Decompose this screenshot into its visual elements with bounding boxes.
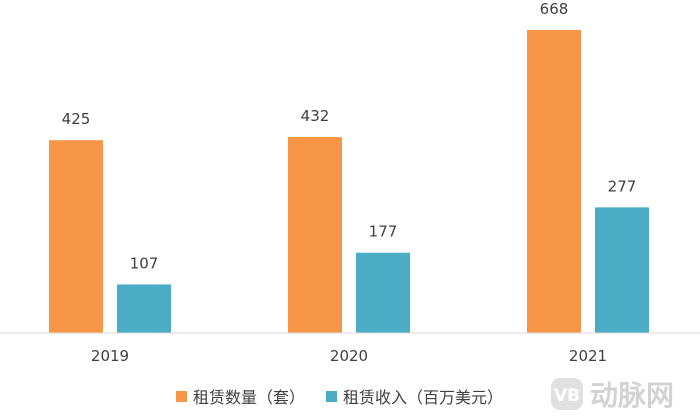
value-label-2021-series-2: 277 — [608, 177, 637, 195]
bar-2019-series-1 — [49, 140, 103, 333]
legend-swatch-series-1 — [176, 391, 187, 402]
vb-logo-icon: VB — [551, 378, 583, 410]
watermark: VB 动脉网 — [551, 378, 674, 412]
value-label-2019-series-1: 425 — [62, 110, 91, 128]
value-label-2021-series-1: 668 — [540, 0, 569, 18]
watermark-text: 动脉网 — [590, 379, 674, 412]
svg-text:VB: VB — [554, 386, 580, 406]
x-tick-labels: 2019 2020 2021 — [91, 347, 607, 365]
bar-2021-series-2 — [595, 207, 649, 333]
value-label-2019-series-2: 107 — [130, 254, 159, 272]
legend: 租赁数量（套） 租赁收入（百万美元） — [176, 388, 503, 407]
value-labels-layer: 425 107 432 177 668 277 — [62, 0, 637, 272]
x-tick-label-2020: 2020 — [330, 347, 368, 365]
bar-2019-series-2 — [117, 284, 171, 333]
bars-layer — [49, 30, 649, 333]
bar-2021-series-1 — [527, 30, 581, 333]
legend-label-series-2: 租赁收入（百万美元） — [343, 388, 503, 407]
legend-swatch-series-2 — [326, 391, 337, 402]
x-tick-label-2021: 2021 — [569, 347, 607, 365]
value-label-2020-series-1: 432 — [301, 107, 330, 125]
legend-label-series-1: 租赁数量（套） — [193, 388, 305, 407]
bar-2020-series-2 — [356, 252, 410, 333]
x-tick-label-2019: 2019 — [91, 347, 129, 365]
bar-2020-series-1 — [288, 137, 342, 333]
value-label-2020-series-2: 177 — [369, 223, 398, 241]
